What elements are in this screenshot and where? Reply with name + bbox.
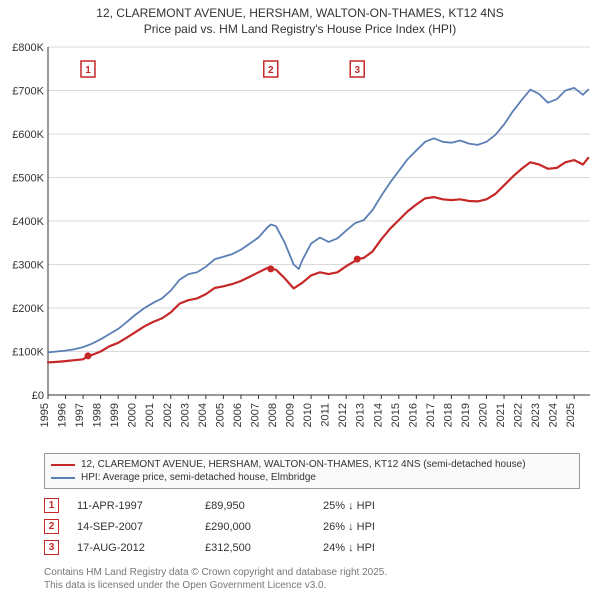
sale-dot (267, 266, 274, 273)
sales-row: 3 17-AUG-2012 £312,500 24% ↓ HPI (44, 537, 580, 558)
sales-table: 1 11-APR-1997 £89,950 25% ↓ HPI 2 14-SEP-2007… (44, 495, 580, 558)
x-tick-label: 2021 (495, 403, 507, 427)
legend-swatch (51, 464, 75, 466)
x-tick-label: 1995 (39, 403, 51, 427)
x-tick-label: 2025 (565, 403, 577, 427)
x-tick-label: 2004 (197, 403, 209, 427)
x-tick-label: 2022 (513, 403, 525, 427)
legend: 12, CLAREMONT AVENUE, HERSHAM, WALTON-ON… (44, 453, 580, 489)
footer-attribution: Contains HM Land Registry data © Crown c… (44, 566, 580, 592)
sales-price: £312,500 (205, 542, 305, 554)
sale-dot (84, 353, 91, 360)
x-tick-label: 2001 (144, 403, 156, 427)
legend-item: HPI: Average price, semi-detached house,… (51, 471, 573, 484)
x-tick-label: 2017 (425, 403, 437, 427)
sales-marker: 3 (44, 540, 59, 555)
sales-diff: 24% ↓ HPI (323, 542, 443, 554)
sales-row: 1 11-APR-1997 £89,950 25% ↓ HPI (44, 495, 580, 516)
x-tick-label: 2020 (478, 403, 490, 427)
y-tick-label: £100K (12, 347, 44, 359)
y-tick-label: £300K (12, 260, 44, 272)
x-tick-label: 2003 (179, 403, 191, 427)
footer-line-2: This data is licensed under the Open Gov… (44, 579, 580, 592)
y-tick-label: £700K (12, 86, 44, 98)
y-tick-label: £400K (12, 216, 44, 228)
chart-area: £0 £100K £200K £300K £400K £500K £600K £700K £80… (0, 39, 600, 449)
x-tick-label: 2012 (337, 403, 349, 427)
sales-diff: 25% ↓ HPI (323, 500, 443, 512)
line-chart: £0 £100K £200K £300K £400K £500K £600K £700K £80… (0, 39, 600, 449)
footer-line-1: Contains HM Land Registry data © Crown c… (44, 566, 580, 579)
x-tick-label: 1997 (74, 403, 86, 427)
x-tick-label: 2019 (460, 403, 472, 427)
series-hpi (48, 88, 588, 353)
legend-swatch (51, 477, 75, 479)
sales-price: £89,950 (205, 500, 305, 512)
x-tick-label: 2009 (285, 403, 297, 427)
sales-price: £290,000 (205, 521, 305, 533)
sales-diff: 26% ↓ HPI (323, 521, 443, 533)
y-tick-label: £200K (12, 303, 44, 315)
title-line-1: 12, CLAREMONT AVENUE, HERSHAM, WALTON-ON… (10, 6, 590, 22)
sales-row: 2 14-SEP-2007 £290,000 26% ↓ HPI (44, 516, 580, 537)
x-tick-label: 1996 (57, 403, 69, 427)
sale-marker-num: 1 (85, 65, 91, 76)
legend-label: 12, CLAREMONT AVENUE, HERSHAM, WALTON-ON… (81, 459, 526, 470)
sales-date: 17-AUG-2012 (77, 542, 187, 554)
sales-marker: 1 (44, 498, 59, 513)
x-tick-label: 2015 (390, 403, 402, 427)
y-tick-label: £0 (32, 390, 44, 402)
title-line-2: Price paid vs. HM Land Registry's House … (10, 22, 590, 38)
x-tick-label: 2013 (355, 403, 367, 427)
y-tick-label: £500K (12, 173, 44, 185)
x-tick-label: 2018 (442, 403, 454, 427)
sales-date: 14-SEP-2007 (77, 521, 187, 533)
y-tick-label: £800K (12, 42, 44, 54)
x-tick-label: 2006 (232, 403, 244, 427)
x-tick-label: 2010 (302, 403, 314, 427)
sale-marker-num: 3 (354, 65, 360, 76)
x-tick-label: 1999 (109, 403, 121, 427)
x-tick-label: 2011 (320, 403, 332, 427)
y-tick-label: £600K (12, 129, 44, 141)
x-tick-label: 2000 (127, 403, 139, 427)
x-tick-label: 2005 (214, 403, 226, 427)
x-tick-label: 2008 (267, 403, 279, 427)
series-price_paid (48, 158, 588, 363)
sale-dot (354, 256, 361, 263)
sale-marker-num: 2 (268, 65, 274, 76)
sales-marker: 2 (44, 519, 59, 534)
x-tick-label: 2007 (249, 403, 261, 427)
legend-item: 12, CLAREMONT AVENUE, HERSHAM, WALTON-ON… (51, 458, 573, 471)
x-tick-label: 2023 (530, 403, 542, 427)
x-tick-label: 2014 (372, 403, 384, 427)
sales-date: 11-APR-1997 (77, 500, 187, 512)
chart-title: 12, CLAREMONT AVENUE, HERSHAM, WALTON-ON… (0, 0, 600, 39)
x-tick-label: 2016 (407, 403, 419, 427)
x-tick-label: 2002 (162, 403, 174, 427)
x-tick-label: 1998 (92, 403, 104, 427)
legend-label: HPI: Average price, semi-detached house,… (81, 472, 316, 483)
x-tick-label: 2024 (548, 403, 560, 427)
